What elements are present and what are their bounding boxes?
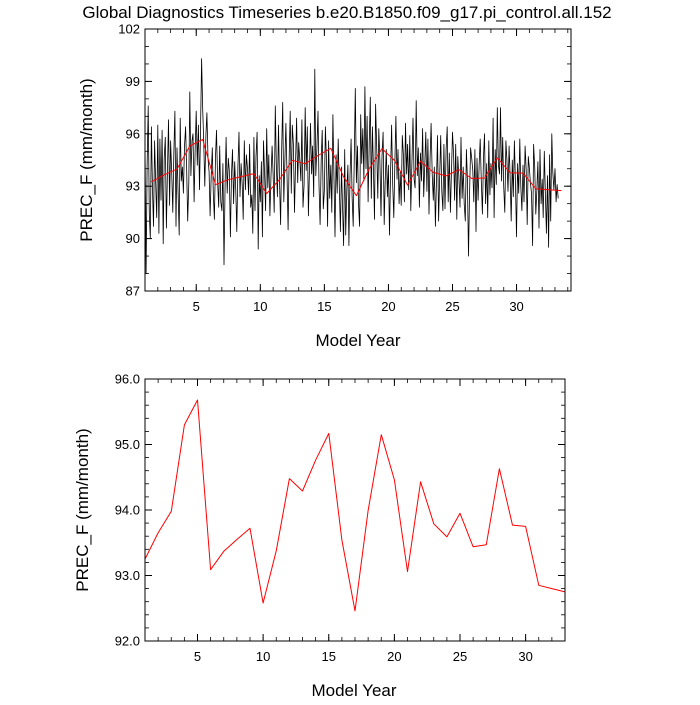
top-x-tick-label: 30: [509, 299, 523, 314]
top-plot-frame: [144, 28, 572, 292]
top-x-axis-label: Model Year: [315, 331, 400, 350]
top-x-tick-label: 10: [253, 299, 267, 314]
bottom-x-tick-label: 30: [518, 649, 532, 664]
bottom-y-tick-label: 95.0: [115, 437, 140, 452]
top-y-tick-label: 99: [126, 74, 140, 89]
bottom-y-tick-label: 92.0: [115, 634, 140, 649]
bottom-x-tick-label: 15: [322, 649, 336, 664]
bottom-y-tick-label: 93.0: [115, 568, 140, 583]
bottom-x-tick-label: 10: [256, 649, 270, 664]
top-x-tick-label: 15: [317, 299, 331, 314]
top-series-monthly-line: [144, 58, 559, 274]
top-y-tick-label: 93: [126, 179, 140, 194]
top-y-tick-label: 102: [118, 22, 140, 37]
bottom-x-tick-label: 5: [194, 649, 201, 664]
top-y-axis-label: PREC_F (mm/month): [77, 78, 96, 241]
bottom-plot-frame: [144, 378, 566, 642]
top-x-tick-label: 25: [445, 299, 459, 314]
top-y-tick-label: 96: [126, 126, 140, 141]
chart-title: Global Diagnostics Timeseries b.e20.B185…: [82, 3, 611, 22]
bottom-x-axis-label: Model Year: [311, 681, 396, 700]
top-panel: 87 90 93 96 99 102 5 10 15 20 25 30 Model Year PREC…: [77, 22, 572, 350]
top-series-annual-mean-line: [151, 138, 562, 197]
top-ticks-layer: 87 90 93 96 99 102 5 10 15 20 25 30: [118, 22, 571, 314]
bottom-panel: 92.0 93.0 94.0 95.0 96.0 5 10 15 20 25 30 Model Ye…: [73, 372, 566, 700]
bottom-y-axis-label: PREC_F (mm/month): [73, 428, 92, 591]
bottom-series-layer: [144, 399, 566, 612]
top-x-tick-label: 5: [193, 299, 200, 314]
bottom-series-annual-mean-line: [144, 399, 566, 612]
bottom-y-tick-label: 96.0: [115, 372, 140, 387]
bottom-y-tick-label: 94.0: [115, 503, 140, 518]
bottom-x-tick-label: 25: [453, 649, 467, 664]
top-y-tick-label: 87: [126, 284, 140, 299]
top-x-tick-label: 20: [381, 299, 395, 314]
top-series-layer: [144, 58, 562, 274]
bottom-x-tick-label: 20: [387, 649, 401, 664]
top-y-tick-label: 90: [126, 231, 140, 246]
bottom-ticks-layer: 92.0 93.0 94.0 95.0 96.0 5 10 15 20 25 30: [115, 372, 566, 664]
